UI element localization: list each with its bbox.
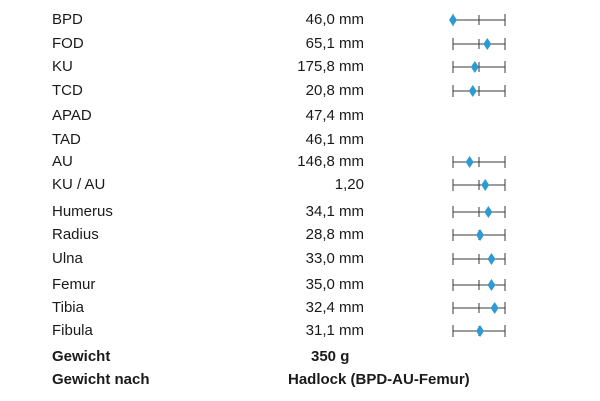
gauge-marker-icon [487,279,496,291]
percentile-gauge [452,38,506,50]
gauge-marker-icon [490,302,499,314]
weight-value: 350 g [311,348,350,365]
percentile-gauge [452,302,506,314]
measurement-row: APAD 47,4 mm [0,105,600,127]
measurement-value: 28,8 mm [305,226,364,243]
gauge-marker-icon [481,179,490,191]
percentile-gauge [452,179,506,191]
measurement-label: Ulna [52,250,83,267]
measurement-row: Radius 28,8 mm [0,224,600,246]
measurement-value: 34,1 mm [305,203,364,220]
measurement-label: Humerus [52,203,113,220]
measurement-row: AU 146,8 mm [0,151,600,173]
gauge-marker-icon [468,85,477,97]
measurement-label: Tibia [52,299,84,316]
gauge-marker-icon [483,38,492,50]
measurement-value: 31,1 mm [305,322,364,339]
measurement-label: Fibula [52,322,93,339]
measurement-row: Ulna 33,0 mm [0,248,600,270]
weight-method-label: Gewicht nach [52,371,150,388]
measurement-row: Humerus 34,1 mm [0,201,600,223]
measurement-row: BPD 46,0 mm [0,9,600,31]
weight-label: Gewicht [52,348,111,365]
measurement-label: BPD [52,11,83,28]
measurement-label: APAD [52,107,92,124]
measurement-label: TCD [52,82,83,99]
percentile-gauge [452,61,506,73]
measurement-label: KU [52,58,73,75]
measurement-row: TAD 46,1 mm [0,129,600,151]
percentile-gauge [452,253,506,265]
gauge-marker-icon [484,206,493,218]
weight-method-value: Hadlock (BPD-AU-Femur) [288,371,470,388]
measurement-value: 46,1 mm [305,131,364,148]
measurement-label: Femur [52,276,96,293]
measurement-row: Femur 35,0 mm [0,274,600,296]
measurement-value: 32,4 mm [305,299,364,316]
gauge-marker-icon [476,325,485,337]
measurement-label: KU / AU [52,176,106,193]
percentile-gauge [452,325,506,337]
measurement-value: 35,0 mm [305,276,364,293]
percentile-gauge [449,14,506,26]
measurement-row: TCD 20,8 mm [0,80,600,102]
percentile-gauge [452,229,506,241]
measurement-value: 20,8 mm [305,82,364,99]
measurement-row: Fibula 31,1 mm [0,320,600,342]
percentile-gauge [452,206,506,218]
percentile-gauge [452,156,506,168]
measurement-value: 146,8 mm [297,153,364,170]
measurement-row: KU 175,8 mm [0,56,600,78]
measurement-value: 47,4 mm [305,107,364,124]
measurement-row: Tibia 32,4 mm [0,297,600,319]
gauge-marker-icon [470,61,479,73]
measurement-value: 33,0 mm [305,250,364,267]
measurement-label: Radius [52,226,99,243]
measurement-row: FOD 65,1 mm [0,33,600,55]
percentile-gauge [452,85,506,97]
measurement-label: TAD [52,131,81,148]
measurement-value: 65,1 mm [305,35,364,52]
percentile-gauge [452,279,506,291]
measurement-label: AU [52,153,73,170]
measurement-value: 46,0 mm [305,11,364,28]
gauge-marker-icon [465,156,474,168]
gauge-marker-icon [476,229,485,241]
measurement-label: FOD [52,35,84,52]
gauge-marker-icon [487,253,496,265]
measurement-row: KU / AU 1,20 [0,174,600,196]
measurement-value: 175,8 mm [297,58,364,75]
measurement-value: 1,20 [334,176,364,193]
gauge-marker-icon [449,14,457,26]
